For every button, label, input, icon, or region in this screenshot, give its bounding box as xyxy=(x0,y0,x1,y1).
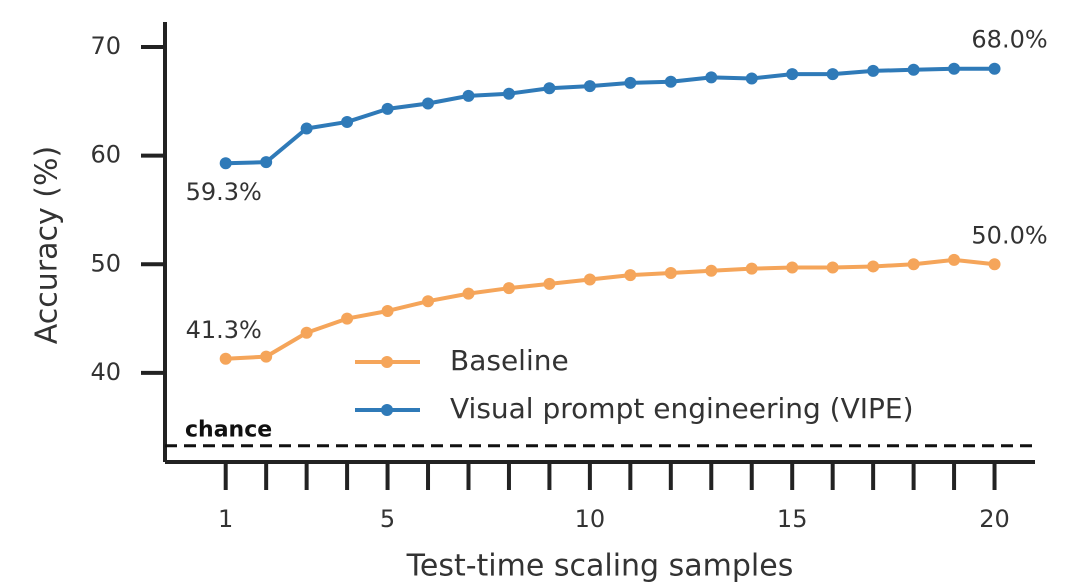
point xyxy=(624,269,637,282)
chance-label: chance xyxy=(185,418,272,443)
x-axis-label: Test-time scaling samples xyxy=(406,549,794,584)
point xyxy=(705,71,718,84)
legend-marker xyxy=(381,356,393,368)
point xyxy=(300,122,313,135)
x-tick-label: 15 xyxy=(777,505,808,533)
point xyxy=(826,68,839,81)
point xyxy=(300,326,313,339)
y-tick-label: 60 xyxy=(90,141,121,169)
point xyxy=(867,260,880,273)
point xyxy=(422,97,435,110)
point xyxy=(341,312,354,325)
point xyxy=(705,264,718,277)
x-tick-label: 20 xyxy=(979,505,1010,533)
legend-label: Baseline xyxy=(450,344,569,377)
point xyxy=(543,82,556,95)
y-tick-label: 50 xyxy=(90,249,121,277)
point xyxy=(583,80,596,93)
point xyxy=(745,262,758,275)
y-tick-label: 40 xyxy=(90,358,121,386)
series-line xyxy=(225,257,995,361)
point xyxy=(624,76,637,89)
point xyxy=(826,261,839,274)
point xyxy=(786,261,799,274)
series-line xyxy=(225,66,995,166)
point xyxy=(462,89,475,102)
point xyxy=(502,87,515,100)
value-label: 41.3% xyxy=(186,316,262,344)
point xyxy=(664,75,677,88)
point xyxy=(745,72,758,85)
point xyxy=(948,62,961,75)
point xyxy=(786,68,799,81)
point xyxy=(988,258,1001,271)
point xyxy=(907,258,920,271)
x-tick-label: 5 xyxy=(380,505,395,533)
point xyxy=(381,304,394,317)
value-label: 59.3% xyxy=(186,178,262,206)
legend-marker xyxy=(381,404,393,416)
point xyxy=(907,63,920,76)
point xyxy=(867,64,880,77)
point xyxy=(543,277,556,290)
point xyxy=(219,352,232,365)
point xyxy=(664,266,677,279)
point xyxy=(260,156,273,169)
value-label: 50.0% xyxy=(971,221,1047,249)
y-axis-label: Accuracy (%) xyxy=(30,146,65,344)
point xyxy=(988,62,1001,75)
value-label: 68.0% xyxy=(971,26,1047,54)
point xyxy=(341,115,354,128)
legend-label: Visual prompt engineering (VIPE) xyxy=(450,392,914,425)
point xyxy=(948,253,961,266)
point xyxy=(219,157,232,170)
x-tick-label: 10 xyxy=(575,505,606,533)
point xyxy=(462,287,475,300)
x-tick-label: 1 xyxy=(218,505,233,533)
point xyxy=(422,295,435,308)
point xyxy=(583,273,596,286)
y-tick-label: 70 xyxy=(90,32,121,60)
point xyxy=(381,102,394,115)
point xyxy=(260,350,273,363)
point xyxy=(502,282,515,295)
